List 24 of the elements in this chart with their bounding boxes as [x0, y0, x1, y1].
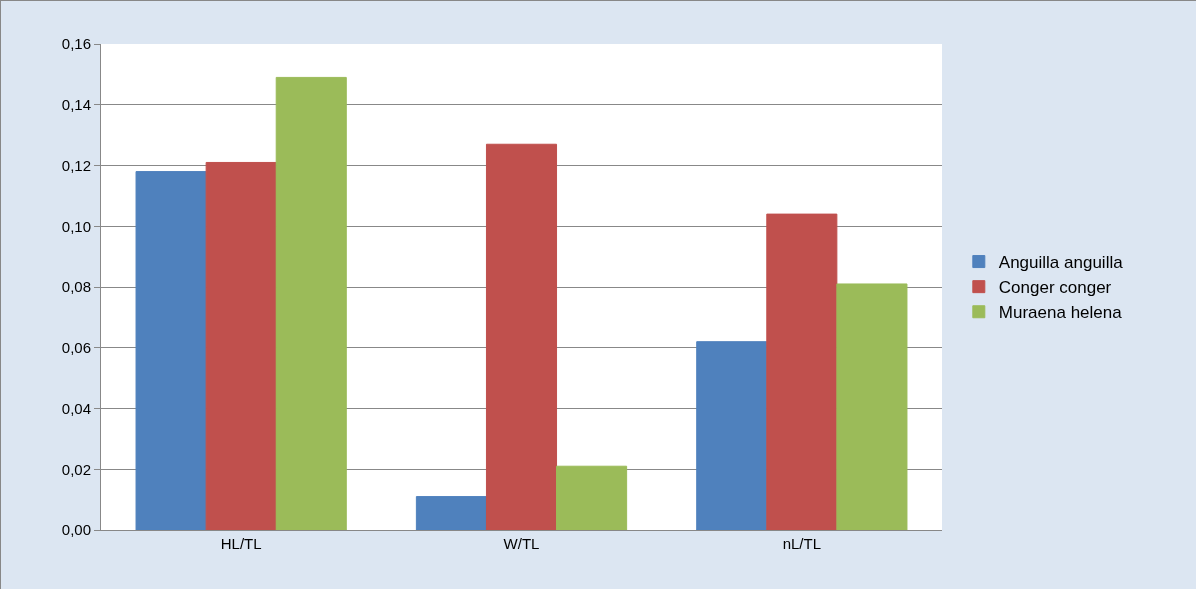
y-tick-label: 0,14	[61, 96, 91, 113]
x-tick-label: nL/TL	[782, 535, 822, 552]
y-tick-label: 0,06	[61, 339, 91, 356]
x-tick-label: HL/TL	[220, 535, 262, 552]
y-tick-label: 0,04	[61, 399, 91, 417]
bar	[766, 213, 838, 530]
y-tick-label: 0,00	[61, 521, 91, 539]
y-tick-label: 0,10	[61, 217, 91, 235]
bar	[556, 465, 628, 530]
bar	[696, 341, 768, 530]
legend-label: Muraena helena	[998, 303, 1123, 323]
legend-label: Anguilla anguilla	[998, 253, 1124, 273]
bar	[275, 76, 347, 530]
bar	[485, 143, 558, 530]
x-tick-label: W/TL	[503, 535, 540, 552]
y-tick-label: 0,12	[61, 156, 91, 174]
bar	[836, 283, 908, 530]
y-tick-label: 0,08	[61, 278, 91, 296]
bar	[135, 171, 207, 530]
bar	[205, 161, 277, 530]
legend-label: Conger conger	[998, 278, 1112, 298]
y-tick-label: 0,16	[61, 35, 91, 53]
bar	[415, 496, 487, 530]
y-tick-label: 0,02	[61, 460, 91, 478]
